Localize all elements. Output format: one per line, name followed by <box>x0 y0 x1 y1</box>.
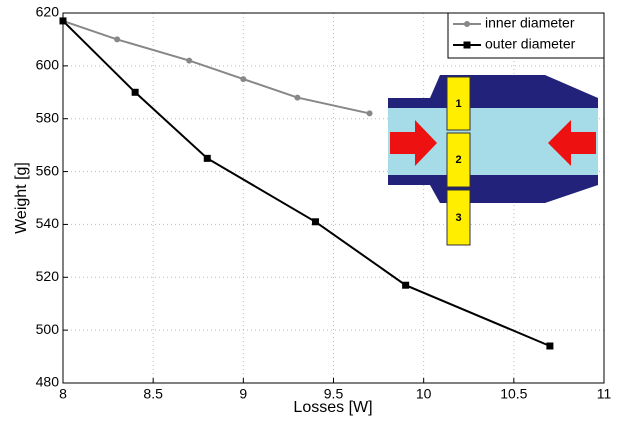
x-tick-label: 9 <box>239 386 247 402</box>
arrow <box>390 120 437 166</box>
marker <box>294 94 301 101</box>
legend-box <box>447 12 605 59</box>
series-line <box>62 20 551 347</box>
y-tick-label: 540 <box>36 215 60 231</box>
block-label: 1 <box>455 98 461 110</box>
series <box>59 17 554 350</box>
arrow <box>548 120 596 166</box>
marker <box>311 218 319 226</box>
x-tick-label: 10 <box>416 386 432 402</box>
block <box>446 76 471 131</box>
marker <box>240 76 247 83</box>
block-label: 2 <box>455 154 461 166</box>
y-tick-label: 600 <box>36 57 60 73</box>
marker <box>203 154 211 162</box>
x-tick-label: 10.5 <box>500 386 527 402</box>
marker <box>464 21 470 27</box>
marker <box>402 281 410 289</box>
x-axis-label: Losses [W] <box>293 399 372 416</box>
marker <box>131 88 139 96</box>
marker <box>463 41 471 49</box>
y-tick-label: 520 <box>36 268 60 284</box>
legend-label: inner diameter <box>485 15 575 31</box>
y-axis-label: Weight [g] <box>13 162 30 234</box>
plot-frame <box>62 12 605 384</box>
grid: 8 8.5 9 9.5 10 10.5 11 480 500 520 540 560 580 600 620 <box>36 4 612 402</box>
x-tick-label: 11 <box>597 386 612 402</box>
marker <box>366 110 373 117</box>
y-tick-label: 500 <box>36 321 60 337</box>
marker <box>186 57 193 64</box>
series-line <box>62 19 370 115</box>
y-tick-label: 620 <box>36 4 60 20</box>
legend: inner diameter outer diameter <box>447 12 605 59</box>
block <box>446 132 471 188</box>
block-label: 3 <box>455 212 461 224</box>
y-tick-label: 560 <box>36 162 60 178</box>
x-tick-label: 9.5 <box>324 386 344 402</box>
x-tick-label: 8 <box>59 386 67 402</box>
marker <box>546 342 554 350</box>
legend-label: outer diameter <box>485 36 576 52</box>
marker <box>114 36 121 43</box>
y-tick-label: 580 <box>36 109 60 125</box>
inset-diagram: 1 2 3 <box>388 75 598 246</box>
x-tick-label: 8.5 <box>143 386 163 402</box>
y-tick-label: 480 <box>36 374 60 390</box>
block <box>446 189 471 246</box>
